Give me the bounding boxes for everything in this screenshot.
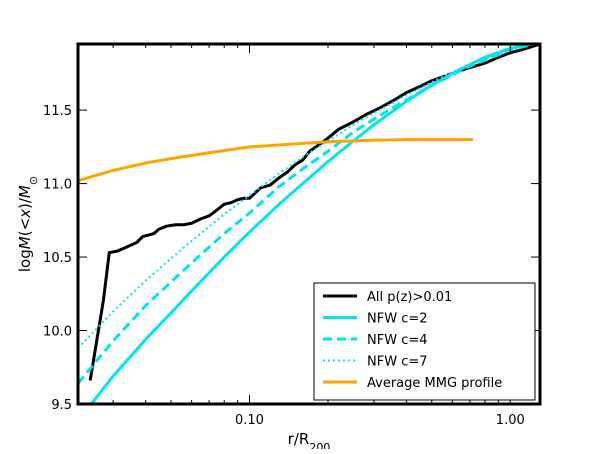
y-tick-label: 10.0 — [43, 325, 72, 340]
x-tick-label: 1.00 — [496, 413, 525, 428]
series-nfw-c-4-line — [78, 44, 540, 385]
y-tick-label: 11.0 — [43, 178, 72, 193]
ticks-layer: 0.10 1.00 9.5 10.0 10.5 11.0 11.5 — [43, 44, 540, 428]
legend-label-all-p-z-0-01: All p(z)>0.01 — [367, 290, 452, 305]
legend: All p(z)>0.01 NFW c=2 NFW c=4 NFW c=7 Averag… — [313, 282, 536, 401]
legend-label-nfw-c-7: NFW c=7 — [367, 355, 428, 370]
legend-label-average-mmg-profile: Average MMG profile — [367, 376, 502, 391]
legend-items: All p(z)>0.01 NFW c=2 NFW c=4 NFW c=7 Averag… — [323, 290, 502, 391]
y-tick-label: 10.5 — [43, 251, 72, 266]
y-tick-label: 11.5 — [43, 104, 72, 119]
series-all-p-z-0-01-line — [88, 44, 540, 381]
y-tick-label: 9.5 — [51, 398, 72, 413]
legend-label-nfw-c-4: NFW c=4 — [367, 333, 428, 348]
series-layer — [78, 44, 540, 404]
plot-frame — [76, 42, 542, 406]
series-average-mmg-profile-line — [78, 138, 474, 183]
legend-label-nfw-c-2: NFW c=2 — [367, 312, 428, 327]
x-tick-label: 0.10 — [235, 413, 264, 428]
y-axis-label: logM(<x)/M⊙ — [16, 176, 40, 272]
